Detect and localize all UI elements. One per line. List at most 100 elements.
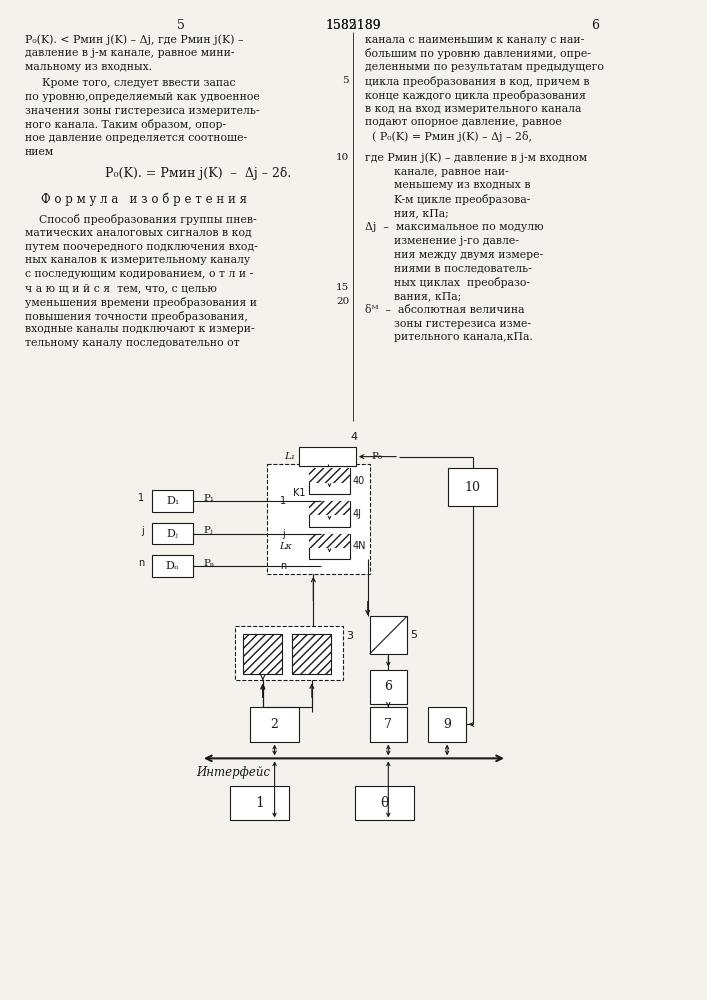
Text: 5: 5 [410,630,417,640]
Text: L₁: L₁ [284,452,295,461]
Bar [370,707,407,742]
Text: ного канала. Таким образом, опор-: ного канала. Таким образом, опор- [25,119,226,130]
Text: 7: 7 [385,718,392,731]
Text: тельному каналу последовательно от: тельному каналу последовательно от [25,338,239,348]
Text: меньшему из входных в: меньшему из входных в [395,180,531,190]
Bar [230,786,289,820]
Text: ных циклах  преобразо-: ных циклах преобразо- [395,277,530,288]
Text: 4J: 4J [353,509,362,519]
Bar [152,555,193,577]
Text: D₁: D₁ [166,496,180,506]
Bar [309,501,350,515]
Text: Интерфейс: Интерфейс [196,766,270,779]
Text: 1582189: 1582189 [325,19,381,32]
Bar [428,707,466,742]
Text: Pⱼ: Pⱼ [203,526,213,535]
Text: 3: 3 [346,631,354,641]
Text: входные каналы подключают к измери-: входные каналы подключают к измери- [25,324,255,334]
Text: матических аналоговых сигналов в код: матических аналоговых сигналов в код [25,228,252,238]
Text: 1582189: 1582189 [325,19,381,32]
Text: в код на вход измерительного канала: в код на вход измерительного канала [365,104,581,114]
Text: θ: θ [380,796,389,810]
Text: по уровню,определяемый как удвоенное: по уровню,определяемый как удвоенное [25,92,259,102]
Text: ное давление определяется соотноше-: ное давление определяется соотноше- [25,133,247,143]
Text: 20: 20 [336,297,349,306]
Text: K1: K1 [293,488,306,498]
Text: Pₙ: Pₙ [203,559,214,568]
Text: конце каждого цикла преобразования: конце каждого цикла преобразования [365,90,585,101]
Text: с последующим кодированием, о т л и -: с последующим кодированием, о т л и - [25,269,253,279]
Text: Dⱼ: Dⱼ [167,529,179,539]
Text: 10: 10 [336,153,349,162]
Bar [309,468,350,483]
Text: 5: 5 [349,19,357,32]
Bar [309,501,350,527]
Text: Способ преобразования группы пнев-: Способ преобразования группы пнев- [25,214,256,225]
Text: повышения точности преобразования,: повышения точности преобразования, [25,311,247,322]
Text: канала с наименьшим к каналу с наи-: канала с наименьшим к каналу с наи- [365,35,584,45]
Text: δᴹ  –  абсолютная величина: δᴹ – абсолютная величина [365,305,525,315]
Text: 1: 1 [255,796,264,810]
Text: подают опорное давление, равное: подают опорное давление, равное [365,117,561,127]
Text: путем поочередного подключения вход-: путем поочередного подключения вход- [25,242,257,252]
Text: n: n [138,558,144,568]
Bar [370,616,407,654]
Bar [243,634,282,674]
Text: K-м цикле преобразова-: K-м цикле преобразова- [395,194,530,205]
Text: где Pмин j(K) – давление в j-м входном: где Pмин j(K) – давление в j-м входном [365,153,587,163]
Text: Ф о р м у л а   и з о б р е т е н и я: Ф о р м у л а и з о б р е т е н и я [41,192,247,206]
Text: деленными по результатам предыдущего: деленными по результатам предыдущего [365,62,604,72]
Text: ( P₀(K) = Pмин j(K) – Δj – 2δ,: ( P₀(K) = Pмин j(K) – Δj – 2δ, [365,131,532,142]
Text: P₀: P₀ [372,452,382,461]
Bar [309,534,350,548]
Text: вания, кПа;: вания, кПа; [395,291,462,301]
Bar [267,464,370,574]
Bar [152,523,193,544]
Text: Lκ: Lκ [279,542,293,551]
Text: 15: 15 [336,283,349,292]
Text: давление в j-м канале, равное мини-: давление в j-м канале, равное мини- [25,48,234,58]
Text: 6: 6 [591,19,599,32]
Bar [355,786,414,820]
Text: большим по уровню давлениями, опре-: большим по уровню давлениями, опре- [365,48,590,59]
Text: ния между двумя измере-: ния между двумя измере- [395,250,543,260]
Text: P₀(K). = Pмин j(K)  –  Δj – 2δ.: P₀(K). = Pмин j(K) – Δj – 2δ. [105,167,291,180]
Text: j: j [141,526,144,536]
Text: 5: 5 [342,76,349,85]
Text: ных каналов к измерительному каналу: ных каналов к измерительному каналу [25,255,250,265]
Bar [448,468,497,506]
Bar [235,626,343,680]
Bar [309,534,350,559]
Bar [292,634,332,674]
Text: мальному из входных.: мальному из входных. [25,62,152,72]
Bar [152,490,193,512]
Text: канале, равное наи-: канале, равное наи- [395,167,509,177]
Bar [250,707,299,742]
Text: значения зоны гистерезиса измеритель-: значения зоны гистерезиса измеритель- [25,106,259,116]
Text: ниями в последователь-: ниями в последователь- [395,263,532,273]
Text: 10: 10 [464,481,481,494]
Text: n: n [280,561,286,571]
Bar [299,447,356,466]
Bar [370,670,407,704]
Text: 1: 1 [138,493,144,503]
Text: 4N: 4N [353,541,366,551]
Text: изменение j-го давле-: изменение j-го давле- [395,236,519,246]
Bar [309,468,350,494]
Text: 6: 6 [385,680,392,693]
Text: P₀(K). < Pмин j(K) – Δj, где Pмин j(K) –: P₀(K). < Pмин j(K) – Δj, где Pмин j(K) – [25,35,243,45]
Text: 9: 9 [443,718,451,731]
Text: зоны гистерезиса изме-: зоны гистерезиса изме- [395,319,531,329]
Text: 1: 1 [281,496,286,506]
Text: уменьшения времени преобразования и: уменьшения времени преобразования и [25,297,257,308]
Text: 4: 4 [351,432,358,442]
Text: Δj  –  максимальное по модулю: Δj – максимальное по модулю [365,222,544,232]
Text: 5: 5 [177,19,185,32]
Text: рительного канала,кПа.: рительного канала,кПа. [395,332,533,342]
Text: ния, кПа;: ния, кПа; [395,208,449,218]
Text: 40: 40 [353,476,366,486]
Text: Кроме того, следует ввести запас: Кроме того, следует ввести запас [42,78,235,88]
Text: цикла преобразования в код, причем в: цикла преобразования в код, причем в [365,76,589,87]
Text: P₁: P₁ [203,494,214,503]
Text: нием: нием [25,147,54,157]
